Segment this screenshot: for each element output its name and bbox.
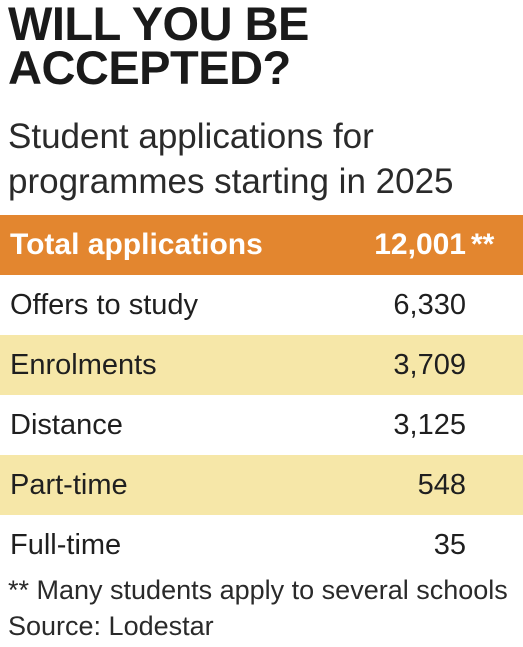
row-label: Offers to study — [10, 289, 199, 321]
row-value: 3,125 — [393, 409, 466, 441]
row-value: 6,330 — [393, 289, 466, 321]
row-label: Enrolments — [10, 349, 157, 381]
row-value: 3,709 — [393, 349, 466, 381]
table-header-row: Total applications 12,001 ** — [0, 215, 523, 275]
header-label: Total applications — [10, 228, 263, 261]
chart-footer: ** Many students apply to several school… — [8, 572, 523, 644]
table-row: Enrolments 3,709 — [0, 335, 523, 395]
header-footnote-marker: ** — [471, 228, 495, 261]
chart-title: WILL YOU BE ACCEPTED? — [8, 0, 309, 94]
row-label: Part-time — [10, 469, 128, 501]
applications-table: Total applications 12,001 ** Offers to s… — [0, 215, 523, 575]
row-label: Distance — [10, 409, 123, 441]
row-value: 35 — [433, 529, 466, 561]
row-value: 548 — [417, 469, 466, 501]
header-value: 12,001 — [374, 228, 466, 261]
table-row: Full-time 35 — [0, 515, 523, 575]
source-credit: Source: Lodestar — [8, 611, 214, 641]
chart-subtitle: Student applications for programmes star… — [8, 117, 454, 201]
row-label: Full-time — [10, 529, 122, 561]
table-row: Distance 3,125 — [0, 395, 523, 455]
footnote: ** Many students apply to several school… — [8, 575, 508, 605]
table-row: Part-time 548 — [0, 455, 523, 515]
table-row: Offers to study 6,330 — [0, 275, 523, 335]
